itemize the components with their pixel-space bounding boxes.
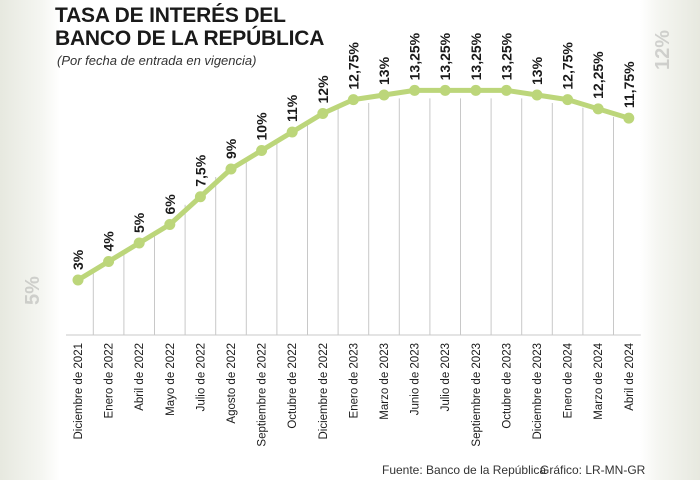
x-tick-label: Septiembre de 2022 (257, 343, 269, 447)
data-point (409, 84, 421, 96)
data-label: 13,25% (498, 32, 514, 80)
data-label: 10% (254, 112, 270, 141)
data-point (133, 237, 145, 249)
data-label: 13,25% (437, 32, 453, 80)
data-point (72, 274, 84, 286)
x-tick-label: Octubre de 2023 (501, 343, 513, 429)
data-label: 13,25% (468, 32, 484, 80)
data-label: 5% (131, 212, 147, 233)
x-tick-label: Abril de 2022 (134, 343, 146, 411)
data-point (439, 84, 451, 96)
x-tick-label: Junio de 2023 (410, 343, 422, 415)
data-point (286, 126, 298, 138)
data-label: 6% (162, 194, 178, 215)
x-tick-label: Mayo de 2022 (165, 343, 177, 416)
x-tick-label: Enero de 2024 (563, 342, 575, 418)
data-label: 4% (101, 231, 117, 252)
graphic-credit: Gráfico: LR-MN-GR (540, 463, 646, 477)
data-label: 12,25% (590, 51, 606, 99)
x-tick-label: Diciembre de 2022 (318, 343, 330, 440)
x-tick-label: Enero de 2023 (348, 343, 360, 418)
source-note: Fuente: Banco de la República (382, 463, 547, 477)
data-point (531, 89, 543, 101)
data-label: 3% (70, 249, 86, 270)
x-tick-label: Octubre de 2022 (287, 343, 299, 429)
data-label: 13,25% (407, 32, 423, 80)
background-right-fade (640, 0, 700, 480)
data-point (317, 108, 329, 119)
data-point (470, 84, 482, 96)
series-line (75, 87, 632, 283)
background-left-fade (0, 0, 60, 480)
data-label: 11,75% (621, 61, 637, 108)
data-label: 12,75% (560, 42, 576, 90)
x-tick-label: Abril de 2024 (624, 342, 636, 410)
data-point (194, 191, 206, 203)
chart-title-line-1: TASA DE INTERÉS DEL (55, 4, 286, 27)
data-label: 12% (315, 75, 331, 104)
data-label: 9% (223, 138, 239, 159)
data-point (256, 145, 268, 156)
data-label: 13% (376, 56, 392, 85)
x-tick-label: Septiembre de 2023 (471, 343, 483, 447)
x-tick-label: Marzo de 2024 (593, 342, 605, 419)
x-tick-label: Agosto de 2022 (226, 343, 238, 424)
data-point (500, 84, 512, 96)
chart-title: TASA DE INTERÉS DEL BANCO DE LA REPÚBLIC… (55, 4, 324, 50)
data-point (164, 219, 176, 230)
data-point (592, 103, 604, 115)
x-tick-label: Julio de 2022 (195, 343, 207, 411)
x-tick-label: Diciembre de 2021 (73, 343, 85, 440)
x-tick-label: Diciembre de 2023 (532, 343, 544, 440)
data-label: 7,5% (192, 154, 208, 186)
chart-subtitle: (Por fecha de entrada en vigencia) (57, 53, 257, 68)
data-point (103, 256, 115, 267)
x-tick-label: Enero de 2022 (104, 343, 116, 418)
data-point (225, 163, 237, 175)
data-point (562, 94, 574, 106)
data-label: 11% (284, 94, 300, 122)
data-point (378, 89, 390, 101)
chart-title-line-2: BANCO DE LA REPÚBLICA (55, 27, 325, 50)
data-point (347, 94, 359, 106)
x-tick-label: Julio de 2023 (440, 343, 452, 411)
data-label: 12,75% (345, 42, 361, 90)
x-tick-label: Marzo de 2023 (379, 343, 391, 420)
data-label: 13% (529, 56, 545, 85)
data-point (623, 112, 635, 124)
